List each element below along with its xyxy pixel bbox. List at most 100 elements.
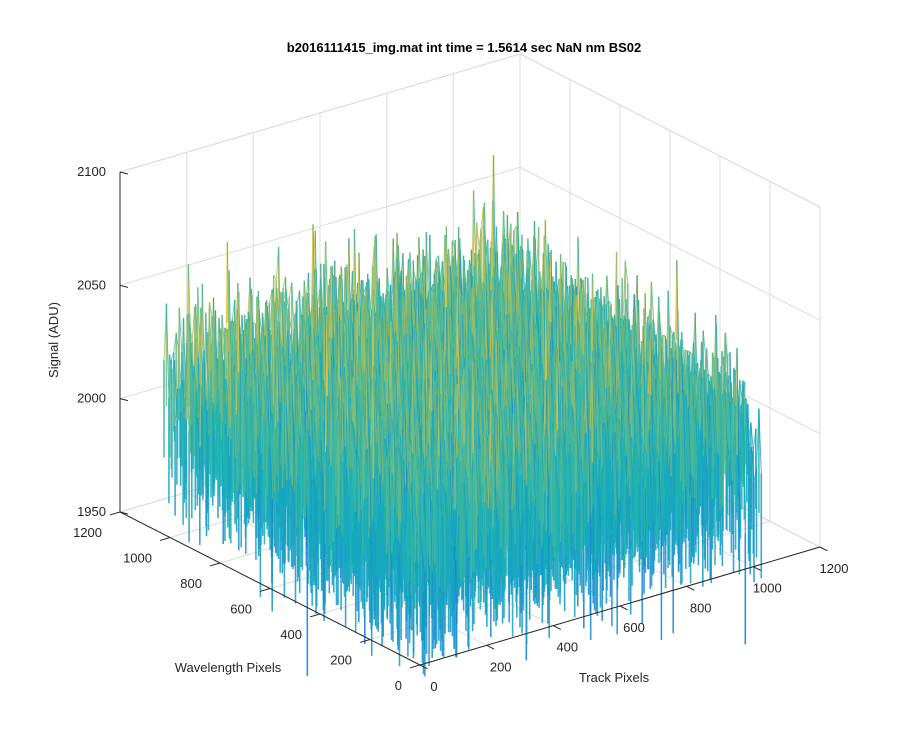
surface-mesh-line [191,366,195,425]
surface-mesh-line [222,327,226,361]
surface-mesh-line [196,384,200,396]
surface-mesh-line [275,247,280,280]
surface-mesh-line [204,400,209,434]
surface-mesh-line [201,283,206,393]
surface-mesh-line [221,357,225,379]
surface-mesh-line [277,291,281,330]
surface-mesh-line [165,303,170,398]
surface-mesh-line [209,302,213,317]
surface-mesh-line [451,288,455,300]
surface-mesh-line [274,303,279,332]
surface-mesh-line [387,291,391,332]
surface-mesh-line [363,286,367,294]
surface-mesh-line [208,369,212,435]
surface-mesh-line [218,344,222,401]
surface-mesh-line [174,388,179,426]
surface-mesh-line [185,313,190,420]
surface-mesh-line [534,238,539,302]
surface-mesh-line [221,314,226,350]
surface-mesh-line [436,261,440,272]
surface-mesh-line [217,328,222,391]
surface-mesh-line [244,314,248,360]
surface-mesh-line [224,378,228,416]
surface-mesh-line [503,211,507,262]
surface-mesh-line [482,207,487,275]
surface-mesh-line [498,266,502,290]
surface-mesh-line [365,309,369,341]
surface-mesh-line [216,400,220,407]
surface-mesh-line [247,350,252,356]
surface-mesh-line [305,272,309,299]
surface-mesh-line [210,313,214,370]
surface-mesh-line [348,327,352,343]
surface-mesh-line [313,289,318,350]
surface-mesh-line [273,274,277,280]
surface-mesh-line [283,349,287,366]
surface-mesh-line [369,265,374,334]
surface-mesh-line [325,241,329,315]
surface-mesh-line [196,417,201,448]
surface-mesh-line [163,303,167,361]
surface-mesh-line [302,314,307,331]
surface-mesh-line [193,366,198,396]
surface-mesh-line [288,282,293,297]
surface-mesh-line [190,355,195,385]
surface-mesh-line [318,307,323,354]
surface-mesh-line [293,307,297,329]
surface-mesh-line [182,363,187,416]
surface-mesh-line [189,325,193,342]
surface-mesh-line [181,352,185,399]
surface-mesh-line [255,290,259,344]
surface-mesh-line [480,207,484,232]
surface-mesh-line [468,271,472,298]
surface-mesh-line [425,232,430,305]
surface-mesh-line [389,316,393,321]
surface-mesh-line [452,240,456,291]
surface-mesh-line [418,237,422,299]
z-gridline [119,53,821,208]
surface-mesh-line [234,283,239,341]
surface-mesh-line [226,415,230,456]
surface-mesh-line [372,236,376,266]
surface-mesh-line [414,289,418,297]
surface-mesh-line [170,352,175,361]
surface-mesh-line [268,319,272,369]
surface-mesh-line [453,291,457,300]
surface-mesh-line [319,278,324,353]
surface-mesh-line [483,202,488,282]
surface-mesh-line [173,332,177,353]
surface-mesh-line [199,283,203,448]
surface-mesh-line [206,302,211,412]
surface-mesh-line [179,379,183,390]
surface-mesh-line [252,321,256,325]
surface-mesh-line [435,255,439,260]
surface-mesh-line [529,250,533,280]
surface-mesh-line [500,211,505,267]
surface-mesh-line [194,307,198,322]
surface-mesh-line [269,292,274,331]
surface-mesh-line [476,222,480,250]
surface-mesh-line [202,400,206,418]
surface-mesh-line [281,292,285,373]
surface-mesh-line [171,359,175,376]
surface-mesh-line [401,286,405,291]
surface-mesh-line [426,234,431,308]
surface-mesh-line [213,405,217,431]
surface-mesh-line [303,342,307,347]
z-gridline [119,166,821,321]
surface-mesh-line [374,236,378,282]
surface-mesh-line [476,276,481,292]
surface-mesh-line [439,291,444,314]
surface-mesh-line [386,268,391,303]
surface-mesh-line [279,292,283,329]
chart-title: b2016111415_img.mat int time = 1.5614 se… [287,40,641,55]
surface-mesh-line [366,292,369,295]
surface-mesh-line [390,276,395,299]
surface-mesh-line [178,307,183,353]
surface-mesh-line [513,226,517,231]
surface-mesh-line [441,261,446,308]
surface-mesh-line [305,316,309,331]
surface-mesh-line [268,335,273,357]
surface-mesh-line [250,294,254,339]
